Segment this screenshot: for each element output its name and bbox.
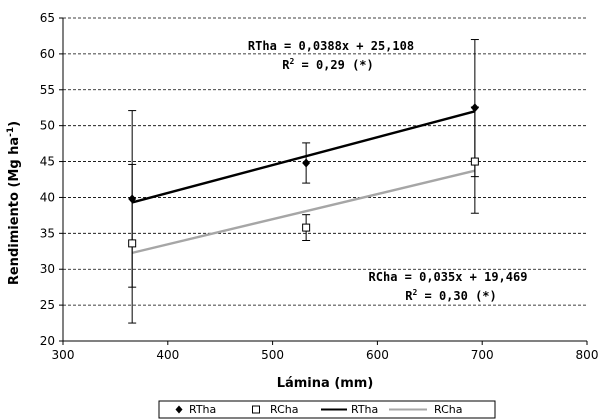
y-axis-title-main: Rendimiento (Mg ha (7, 137, 22, 285)
legend-label-rtha-points: RTha (189, 403, 216, 416)
y-tick-label: 45 (40, 155, 55, 169)
y-axis-title-close: ) (7, 121, 22, 127)
point-rcha (128, 239, 137, 248)
rtha-equation: RTha = 0,0388x + 25,108 (248, 39, 414, 53)
point-rtha (470, 103, 479, 113)
trendline-rtha (131, 110, 476, 204)
rcha-r2-label: R (405, 289, 413, 303)
x-tick-label: 300 (52, 348, 75, 362)
point-rcha (470, 157, 479, 166)
rcha-equation: RCha = 0,035x + 19,469 (369, 270, 528, 284)
trendlines (131, 110, 476, 255)
data-points (128, 103, 479, 248)
y-tick-label: 25 (40, 298, 55, 312)
legend-label-rtha-trend: RTha (351, 403, 378, 416)
y-tick-label: 40 (40, 190, 55, 204)
y-tick-label: 30 (40, 262, 55, 276)
x-tick-label: 800 (576, 348, 599, 362)
legend-square-marker (252, 405, 260, 414)
legend-label-rcha-points: RCha (270, 403, 299, 416)
legend-label-rcha-trend: RCha (434, 403, 463, 416)
x-axis-title: Lámina (mm) (277, 376, 374, 391)
y-axis-title: Rendimiento (Mg ha-1) (6, 121, 22, 285)
y-tick-label: 60 (40, 47, 55, 61)
rcha-r2-value: = 0,30 (*) (417, 289, 496, 303)
tick-labels: 20 25 30 35 40 45 50 55 60 65 300 400 500 600 700 800 (40, 11, 599, 362)
trendline-rcha (131, 169, 476, 255)
y-tick-label: 20 (40, 334, 55, 348)
axes (59, 17, 588, 345)
point-rtha (302, 158, 311, 168)
y-tick-label: 55 (40, 83, 55, 97)
rtha-r2-label: R (282, 58, 290, 72)
point-rtha (128, 194, 137, 204)
y-tick-label: 35 (40, 226, 55, 240)
rtha-r2: R2 = 0,29 (*) (282, 57, 374, 72)
legend: RTha RCha RTha RCha (158, 400, 496, 419)
y-tick-label: 50 (40, 119, 55, 133)
y-axis-title-superscript: -1 (6, 127, 16, 137)
y-tick-label: 65 (40, 11, 55, 25)
rcha-r2: R2 = 0,30 (*) (405, 288, 497, 303)
x-tick-label: 500 (261, 348, 284, 362)
point-rcha (302, 223, 311, 232)
rtha-r2-value: = 0,29 (*) (294, 58, 373, 72)
legend-diamond-marker (175, 405, 183, 414)
x-tick-label: 400 (156, 348, 179, 362)
x-tick-label: 600 (366, 348, 389, 362)
rtha-r2-superscript: 2 (289, 57, 294, 66)
rcha-r2-superscript: 2 (412, 288, 417, 297)
x-tick-label: 700 (471, 348, 494, 362)
